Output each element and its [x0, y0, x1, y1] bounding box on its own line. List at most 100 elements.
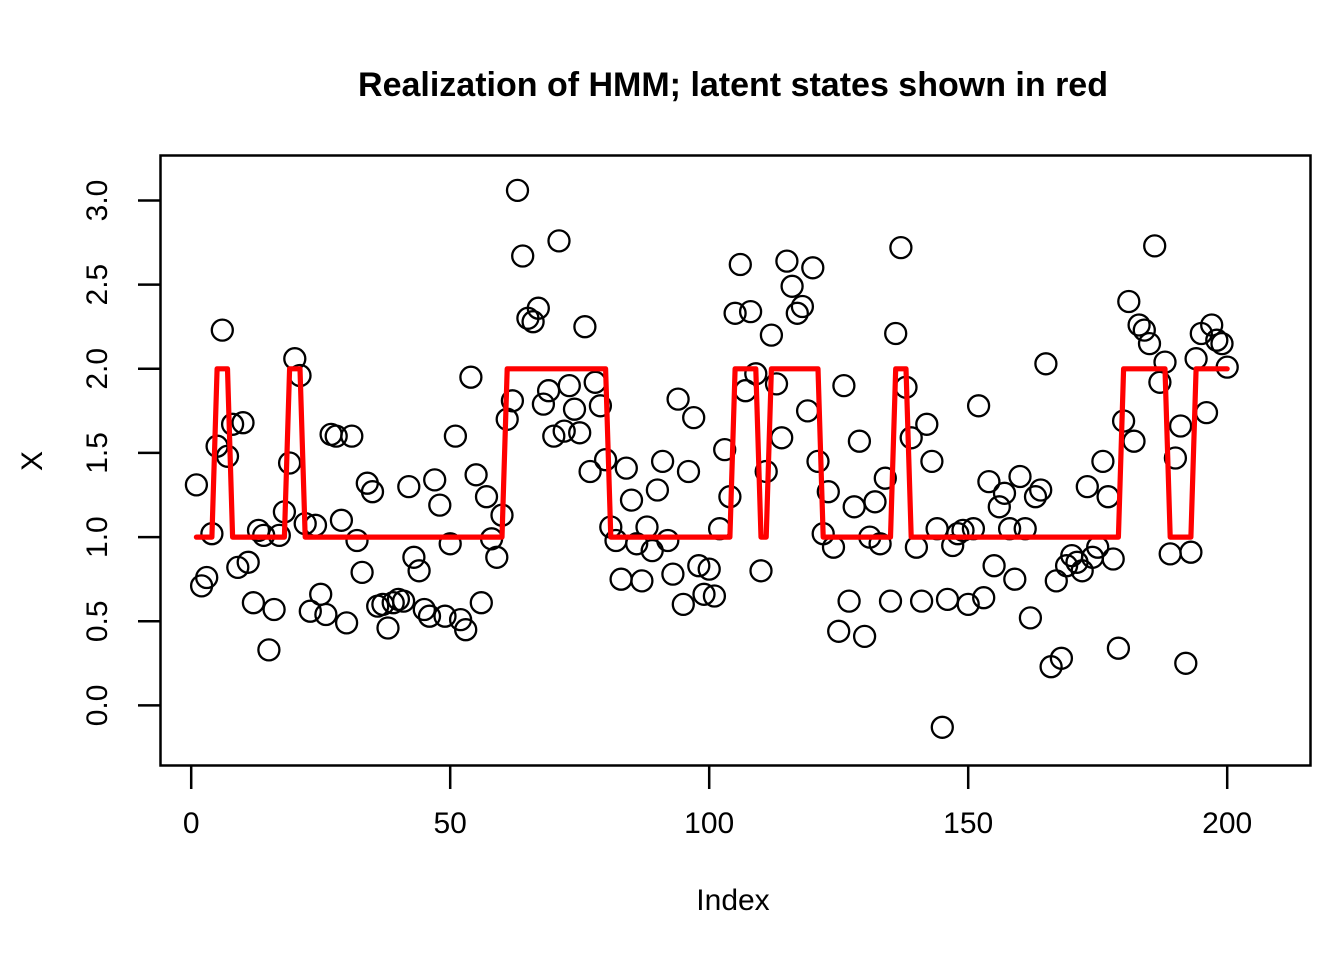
- data-point: [1091, 449, 1115, 474]
- data-point: [1132, 318, 1156, 342]
- data-point: [972, 586, 996, 610]
- data-point: [650, 449, 675, 474]
- data-point: [500, 389, 525, 413]
- data-point: [474, 485, 499, 509]
- y-tick-label: 2.0: [81, 348, 114, 390]
- data-point: [687, 554, 711, 578]
- data-point: [956, 592, 980, 617]
- data-point: [210, 318, 234, 342]
- data-point: [982, 554, 1006, 578]
- data-point: [428, 493, 452, 517]
- data-point: [816, 480, 840, 504]
- data-point: [1174, 651, 1198, 675]
- y-tick-label: 3.0: [81, 180, 114, 222]
- data-point: [878, 589, 903, 613]
- data-point: [443, 424, 468, 448]
- data-points: [184, 178, 1239, 739]
- data-point: [298, 599, 322, 623]
- y-axis-label: X: [16, 451, 49, 471]
- data-point: [1210, 331, 1234, 356]
- chart-title: Realization of HMM; latent states shown …: [358, 66, 1108, 104]
- data-point: [376, 616, 400, 640]
- data-point: [562, 397, 587, 421]
- data-point: [884, 321, 908, 346]
- data-point: [423, 468, 447, 492]
- data-point: [1143, 234, 1167, 258]
- data-point: [340, 424, 364, 448]
- data-point: [847, 429, 872, 453]
- data-point: [345, 528, 369, 553]
- x-tick-label: 100: [684, 807, 734, 840]
- data-point: [666, 387, 690, 411]
- data-point: [749, 559, 773, 583]
- data-point: [195, 565, 219, 590]
- data-point: [966, 394, 991, 418]
- data-point: [671, 592, 695, 617]
- data-point: [334, 611, 359, 635]
- data-point: [801, 256, 825, 280]
- data-point: [676, 459, 701, 484]
- data-point: [568, 421, 592, 445]
- data-point: [1101, 547, 1125, 571]
- data-point: [702, 584, 727, 608]
- data-point: [759, 323, 784, 347]
- data-point: [1049, 646, 1074, 670]
- x-tick-label: 50: [434, 807, 467, 840]
- y-tick-label: 1.5: [81, 432, 114, 474]
- data-point: [837, 589, 861, 613]
- y-axis-ticks: [138, 199, 161, 707]
- data-point: [329, 508, 354, 532]
- y-tick-label: 0.0: [81, 685, 114, 727]
- data-point: [868, 532, 892, 556]
- data-point: [785, 301, 809, 325]
- data-point: [505, 178, 530, 203]
- data-point: [1168, 414, 1193, 438]
- data-point: [417, 604, 442, 628]
- data-point: [1106, 636, 1131, 660]
- data-point: [852, 624, 877, 649]
- data-point: [391, 589, 416, 613]
- data-point: [412, 597, 436, 622]
- data-point: [438, 532, 462, 556]
- data-point: [1163, 446, 1188, 470]
- data-point: [433, 604, 457, 628]
- data-point: [350, 560, 374, 585]
- data-point: [899, 426, 923, 450]
- data-point: [231, 411, 255, 435]
- data-point: [682, 405, 706, 430]
- data-point: [863, 490, 887, 514]
- data-point: [236, 550, 260, 574]
- data-point: [723, 301, 747, 325]
- data-point: [526, 296, 550, 320]
- x-axis-label: Index: [696, 884, 769, 917]
- data-point: [780, 274, 804, 298]
- x-tick-label: 0: [183, 807, 200, 840]
- data-point: [381, 591, 405, 615]
- data-point: [402, 545, 426, 569]
- data-point: [241, 591, 266, 615]
- data-point: [397, 474, 421, 499]
- x-axis-ticks: [189, 766, 1229, 789]
- data-point: [728, 252, 752, 277]
- data-point: [987, 495, 1011, 519]
- data-point: [630, 569, 654, 593]
- data-point: [992, 481, 1017, 505]
- data-point: [1205, 328, 1229, 352]
- data-point: [832, 373, 856, 398]
- data-point: [573, 315, 597, 339]
- data-point: [485, 545, 509, 569]
- data-point: [257, 638, 281, 662]
- data-point: [1127, 313, 1151, 337]
- data-point: [531, 392, 556, 416]
- data-point: [873, 466, 897, 490]
- y-tick-label: 0.5: [81, 600, 114, 642]
- data-point: [951, 518, 975, 543]
- data-point: [1075, 474, 1099, 499]
- data-point: [262, 597, 286, 622]
- data-point: [226, 555, 250, 580]
- data-point: [946, 522, 970, 546]
- data-point: [521, 310, 545, 334]
- data-point: [738, 299, 763, 324]
